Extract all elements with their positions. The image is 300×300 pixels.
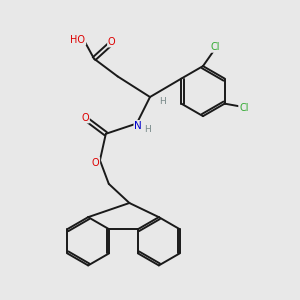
- Text: O: O: [81, 112, 89, 123]
- Text: O: O: [108, 37, 116, 46]
- Text: O: O: [92, 158, 99, 168]
- Text: HO: HO: [70, 34, 86, 45]
- Text: N: N: [134, 121, 142, 131]
- Text: H: H: [159, 97, 166, 106]
- Text: H: H: [144, 125, 150, 134]
- Text: Cl: Cl: [239, 103, 249, 113]
- Text: Cl: Cl: [210, 42, 220, 52]
